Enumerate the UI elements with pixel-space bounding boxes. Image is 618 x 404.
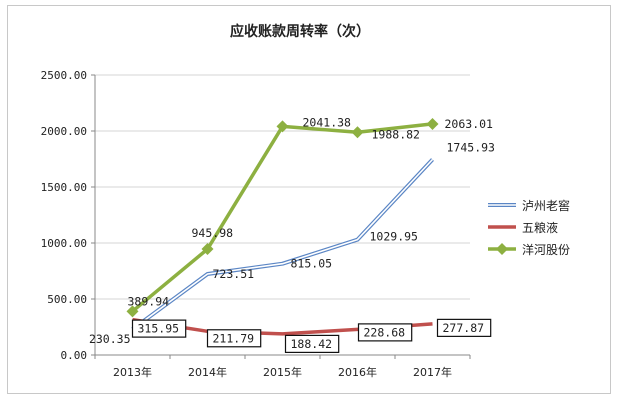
y-tick-label: 1500.00 bbox=[41, 181, 87, 194]
data-label: 815.05 bbox=[291, 257, 333, 271]
data-label: 945.98 bbox=[192, 226, 234, 240]
data-label: 228.68 bbox=[364, 325, 406, 339]
gridlines bbox=[95, 74, 470, 300]
x-tick-label: 2015年 bbox=[263, 365, 302, 379]
legend-label: 洋河股份 bbox=[522, 242, 570, 257]
x-tick-label: 2013年 bbox=[113, 365, 152, 379]
y-tick-label: 2000.00 bbox=[41, 125, 87, 138]
data-label: 1988.82 bbox=[372, 127, 420, 141]
legend-label: 泸州老窖 bbox=[522, 198, 570, 213]
wuliangye-label-box bbox=[284, 334, 340, 353]
data-label: 1029.95 bbox=[370, 230, 418, 244]
data-labels: 230.35 723.51 815.05 1029.95 1745.93 315.95 21… bbox=[89, 115, 496, 353]
yanghe-diamond-marker bbox=[201, 243, 214, 256]
yanghe-diamond-marker bbox=[126, 305, 139, 318]
data-label: 2063.01 bbox=[445, 117, 494, 131]
wuliangye-label-box bbox=[206, 329, 262, 348]
data-label: 315.95 bbox=[138, 322, 180, 336]
data-label: 277.87 bbox=[443, 321, 485, 335]
data-label: 188.42 bbox=[291, 337, 333, 351]
wuliangye-label-box bbox=[131, 319, 187, 338]
y-tick-label: 1000.00 bbox=[41, 237, 87, 250]
yanghe-diamond-marker bbox=[276, 120, 289, 133]
series-line-luzhou-inner bbox=[132, 158, 434, 330]
data-label: 211.79 bbox=[213, 331, 255, 345]
yanghe-diamond-marker bbox=[351, 126, 364, 139]
chart-outer-border bbox=[7, 5, 611, 394]
x-tick-label: 2017年 bbox=[413, 365, 452, 379]
yanghe-diamond-marker bbox=[426, 117, 439, 130]
data-label: 389.94 bbox=[128, 294, 170, 308]
legend-label: 五粮液 bbox=[522, 220, 558, 235]
wuliangye-label-box bbox=[436, 318, 492, 337]
y-tick-label: 500.00 bbox=[47, 293, 87, 306]
x-tick-label: 2014年 bbox=[188, 365, 227, 379]
chart-title: 应收账款周转率（次） bbox=[230, 23, 370, 40]
data-label: 230.35 bbox=[89, 332, 131, 346]
wuliangye-label-box bbox=[357, 323, 413, 342]
legend-diamond-marker bbox=[496, 243, 508, 255]
y-tick-label: 0.00 bbox=[61, 349, 88, 362]
y-tick-label: 2500.00 bbox=[41, 69, 87, 82]
data-label: 1745.93 bbox=[447, 140, 496, 154]
data-label: 723.51 bbox=[213, 267, 255, 281]
axes: 0.00 500.00 1000.00 1500.00 2000.00 2500.00 20… bbox=[41, 69, 471, 379]
x-tick-label: 2016年 bbox=[338, 365, 377, 379]
data-label: 2041.38 bbox=[303, 115, 352, 129]
